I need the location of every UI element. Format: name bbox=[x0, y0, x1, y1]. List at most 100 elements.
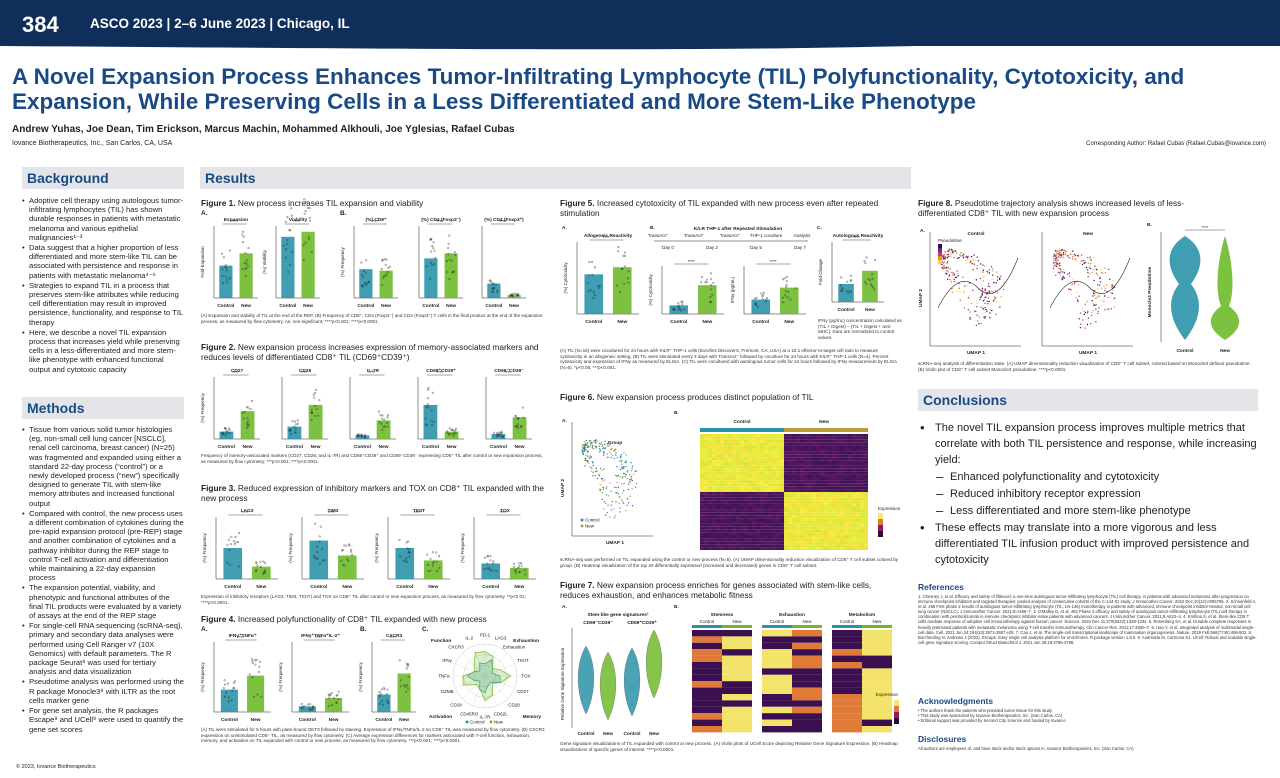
heatmap-cell bbox=[708, 506, 712, 510]
significance-stars: **** bbox=[389, 635, 396, 640]
heatmap-cell bbox=[832, 523, 836, 527]
heatmap-cell bbox=[704, 497, 708, 501]
heatmap-cell bbox=[832, 477, 836, 481]
conclusion-item: The novel TIL expansion process improves… bbox=[920, 420, 1260, 468]
bar-new bbox=[779, 287, 799, 314]
heatmap-cell bbox=[796, 518, 800, 521]
data-point bbox=[399, 679, 402, 682]
heatmap-cell bbox=[720, 460, 724, 463]
heatmap-cell bbox=[836, 454, 840, 458]
heatmap-cell bbox=[848, 521, 852, 524]
heatmap-cell bbox=[844, 518, 848, 521]
y-axis-label: (%) Viability bbox=[262, 249, 267, 273]
x-tick-label: Control bbox=[279, 303, 296, 309]
umap-cell bbox=[604, 514, 607, 516]
heatmap-cell bbox=[752, 544, 756, 548]
plot-title: Stem-like gene signatures² bbox=[587, 612, 648, 618]
umap-cell bbox=[587, 459, 589, 462]
heatmap-cell bbox=[820, 497, 824, 501]
heatmap-cell bbox=[776, 492, 780, 495]
heatmap-cell bbox=[840, 468, 844, 472]
umap-cell bbox=[628, 479, 631, 481]
data-point bbox=[517, 566, 520, 569]
heatmap-cell bbox=[736, 436, 740, 440]
heatmap-cell bbox=[764, 457, 768, 461]
heatmap-cell bbox=[856, 460, 860, 463]
data-point bbox=[385, 693, 388, 696]
data-point bbox=[360, 435, 363, 438]
acknowledgments-heading: Acknowledgments bbox=[918, 696, 994, 706]
data-point bbox=[342, 549, 345, 551]
x-tick-label: New bbox=[342, 584, 352, 590]
data-point bbox=[517, 417, 520, 420]
heatmap-cell bbox=[792, 655, 822, 662]
umap-cell bbox=[976, 302, 978, 305]
radar-spoke bbox=[484, 675, 508, 699]
umap-cell bbox=[608, 451, 611, 453]
heatmap-cell bbox=[762, 668, 792, 675]
heatmap-cell bbox=[824, 518, 828, 521]
heatmap-cell bbox=[744, 497, 748, 501]
umap-cell bbox=[609, 482, 611, 484]
heatmap-cell bbox=[788, 497, 792, 501]
umap-cell bbox=[1113, 297, 1116, 299]
x-tick-label: Control bbox=[623, 731, 640, 737]
umap-cell bbox=[610, 453, 612, 455]
heatmap-cell bbox=[864, 494, 868, 498]
heatmap-cell bbox=[764, 445, 768, 449]
heatmap-cell bbox=[792, 687, 822, 694]
data-point bbox=[493, 286, 496, 289]
heatmap-cell bbox=[820, 451, 824, 455]
heatmap-cell bbox=[700, 445, 704, 449]
umap-cell bbox=[585, 460, 588, 462]
umap-cell bbox=[1091, 311, 1093, 313]
data-point bbox=[512, 292, 515, 295]
umap-cell bbox=[1070, 253, 1072, 256]
heatmap-cell bbox=[708, 547, 712, 550]
data-point bbox=[356, 434, 359, 437]
group-label: CD69⁻CD39⁻ bbox=[583, 620, 613, 626]
heatmap-cell bbox=[700, 434, 704, 437]
heatmap-cell bbox=[772, 436, 776, 440]
umap-cell bbox=[631, 479, 634, 482]
heatmap-cell bbox=[820, 544, 824, 548]
data-point bbox=[706, 278, 708, 281]
fig1-caption: (A) Expansion and viability of TIL at th… bbox=[201, 313, 543, 324]
umap-cell bbox=[968, 295, 971, 297]
radar-category: Activation bbox=[429, 714, 452, 720]
heatmap-cell bbox=[792, 448, 796, 452]
fig6-title: Figure 6. New expansion process produces… bbox=[560, 392, 814, 402]
data-point bbox=[255, 659, 258, 661]
methods-item: For gene set analysis, the R packages Es… bbox=[22, 706, 184, 734]
heatmap-cell bbox=[808, 442, 812, 446]
data-point bbox=[865, 282, 868, 285]
fig3-title: Figure 3. Reduced expression of inhibito… bbox=[201, 483, 545, 503]
data-point bbox=[242, 417, 245, 420]
heatmap-cell bbox=[716, 547, 720, 550]
umap-cell bbox=[958, 282, 960, 285]
fig4-radar-chart: PD-1LAG3ExhaustionTIGITTOXCD27CD28CD62LI… bbox=[429, 633, 541, 725]
heatmap-cell bbox=[752, 538, 756, 542]
data-point bbox=[230, 699, 233, 702]
heatmap-cell bbox=[864, 518, 868, 521]
x-tick-label: New bbox=[303, 303, 313, 309]
umap-cell bbox=[967, 309, 970, 311]
umap-cell bbox=[945, 269, 947, 272]
heatmap-cell bbox=[720, 512, 724, 516]
umap-cell bbox=[1074, 281, 1076, 284]
y-axis-label: (%) Frequency bbox=[200, 392, 205, 422]
heatmap-cell bbox=[712, 521, 716, 524]
umap-cell bbox=[623, 472, 626, 475]
umap-cell bbox=[984, 311, 986, 314]
data-point bbox=[841, 290, 844, 293]
heatmap-cell bbox=[852, 547, 856, 550]
heatmap-cell bbox=[852, 489, 856, 492]
heatmap-cell bbox=[752, 451, 756, 455]
heatmap-cell bbox=[712, 465, 716, 469]
umap-cell bbox=[991, 278, 993, 281]
heatmap-cell bbox=[700, 547, 704, 550]
data-point bbox=[356, 433, 359, 436]
heatmap-cell bbox=[722, 674, 752, 682]
data-point bbox=[380, 688, 383, 691]
